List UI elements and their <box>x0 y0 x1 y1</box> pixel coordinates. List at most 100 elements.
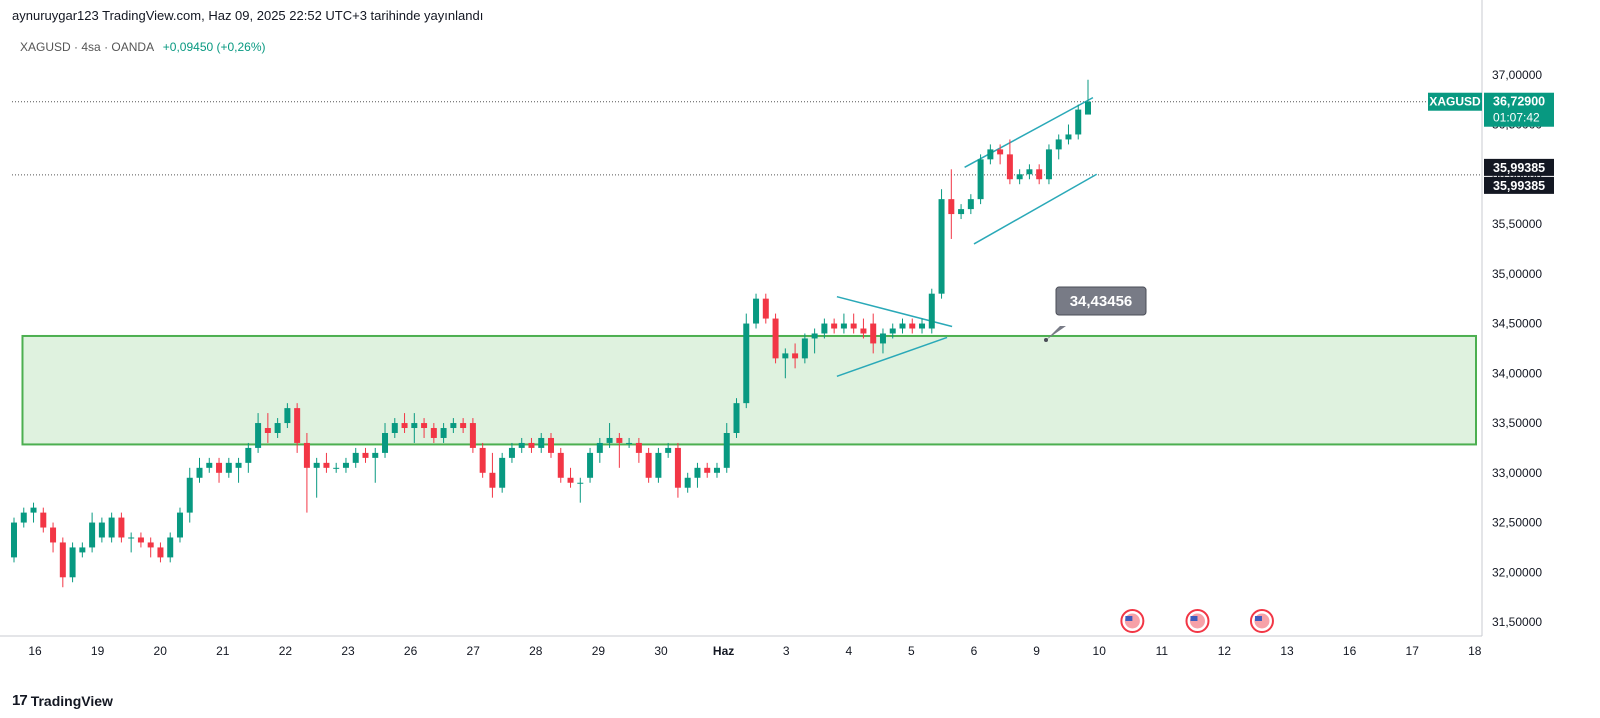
candle-body[interactable] <box>108 517 115 538</box>
candle-body[interactable] <box>713 467 720 473</box>
candle-body[interactable] <box>352 452 359 463</box>
candle-body[interactable] <box>372 452 379 458</box>
candle-body[interactable] <box>684 477 691 488</box>
candle-body[interactable] <box>440 428 447 438</box>
candle-body[interactable] <box>469 423 476 448</box>
candle-body[interactable] <box>860 328 867 334</box>
candle-body[interactable] <box>216 462 223 473</box>
candle-body[interactable] <box>186 477 193 513</box>
candle-body[interactable] <box>245 447 252 463</box>
us-flag-event-icon[interactable] <box>1120 609 1145 633</box>
current-price-badge[interactable]: XAGUSD 36,72900 01:07:42 <box>1428 92 1554 127</box>
candle-body[interactable] <box>772 318 779 359</box>
trend-line[interactable] <box>973 173 1098 245</box>
candle-body[interactable] <box>704 467 711 473</box>
candle-body[interactable] <box>1036 169 1043 180</box>
candle-body[interactable] <box>430 428 437 438</box>
candle-body[interactable] <box>323 462 330 468</box>
candle-body[interactable] <box>723 432 730 468</box>
candle-body[interactable] <box>674 447 681 488</box>
candle-body[interactable] <box>1055 139 1062 150</box>
candle-body[interactable] <box>850 323 857 329</box>
candle-body[interactable] <box>616 437 623 443</box>
candle-body[interactable] <box>196 467 203 478</box>
candle-body[interactable] <box>889 328 896 334</box>
candle-body[interactable] <box>499 457 506 488</box>
candle-body[interactable] <box>137 537 144 543</box>
candle-body[interactable] <box>382 432 389 453</box>
candle-body[interactable] <box>997 149 1004 155</box>
candle-body[interactable] <box>899 323 906 329</box>
candle-body[interactable] <box>587 452 594 478</box>
candle-body[interactable] <box>528 442 535 448</box>
candle-body[interactable] <box>567 477 574 483</box>
candle-body[interactable] <box>20 512 27 523</box>
candle-body[interactable] <box>606 437 613 443</box>
candle-body[interactable] <box>909 323 916 329</box>
candle-body[interactable] <box>342 462 349 468</box>
candle-body[interactable] <box>870 323 877 344</box>
candle-body[interactable] <box>655 452 662 478</box>
candle-body[interactable] <box>928 293 935 329</box>
candle-body[interactable] <box>479 447 486 473</box>
candle-body[interactable] <box>948 199 955 215</box>
candle-body[interactable] <box>50 527 57 543</box>
candle-body[interactable] <box>782 353 789 359</box>
candle-body[interactable] <box>284 408 291 424</box>
candle-body[interactable] <box>225 462 232 473</box>
symbol-name[interactable]: XAGUSD <box>20 40 71 54</box>
candle-body[interactable] <box>919 323 926 329</box>
candle-body[interactable] <box>987 149 994 160</box>
candle-body[interactable] <box>460 423 467 429</box>
candle-body[interactable] <box>967 199 974 210</box>
candle-body[interactable] <box>801 338 808 359</box>
us-flag-event-icon[interactable] <box>1249 609 1274 633</box>
candle-body[interactable] <box>421 423 428 429</box>
us-flag-event-icon[interactable] <box>1185 609 1210 633</box>
candle-body[interactable] <box>450 423 457 429</box>
candle-body[interactable] <box>313 462 320 468</box>
candle-body[interactable] <box>977 159 984 200</box>
candle-body[interactable] <box>401 423 408 429</box>
candle-body[interactable] <box>128 537 135 539</box>
interval[interactable]: 4sa <box>81 40 101 54</box>
candle-body[interactable] <box>98 522 105 538</box>
candle-body[interactable] <box>596 442 603 453</box>
candle-body[interactable] <box>235 462 242 468</box>
trend-line[interactable] <box>964 96 1094 168</box>
candle-body[interactable] <box>59 542 66 578</box>
candle-body[interactable] <box>1075 109 1082 135</box>
candle-body[interactable] <box>958 209 965 215</box>
candle-body[interactable] <box>147 542 154 548</box>
candle-body[interactable] <box>665 447 672 453</box>
candle-body[interactable] <box>557 452 564 478</box>
candle-body[interactable] <box>362 452 369 458</box>
candle-body[interactable] <box>79 547 86 553</box>
candle-body[interactable] <box>176 512 183 538</box>
candle-body[interactable] <box>938 199 945 294</box>
trend-line[interactable] <box>836 295 953 328</box>
candle-body[interactable] <box>645 452 652 478</box>
candle-body[interactable] <box>1026 169 1033 175</box>
candle-body[interactable] <box>831 323 838 329</box>
candle-body[interactable] <box>811 333 818 339</box>
candle-body[interactable] <box>762 298 769 319</box>
candle-body[interactable] <box>255 423 262 448</box>
candle-body[interactable] <box>508 447 515 458</box>
candle-body[interactable] <box>518 442 525 448</box>
candle-body[interactable] <box>89 522 96 548</box>
candle-body[interactable] <box>206 462 213 468</box>
candle-body[interactable] <box>577 482 584 484</box>
candle-body[interactable] <box>840 323 847 329</box>
candle-body[interactable] <box>40 512 47 528</box>
price-callout[interactable]: 34,43456 <box>1044 286 1147 343</box>
candle-body[interactable] <box>1085 101 1091 115</box>
ref-price-badge[interactable]: 35,99385 <box>1484 176 1554 194</box>
candle-body[interactable] <box>538 437 545 448</box>
candle-body[interactable] <box>743 323 750 404</box>
candle-body[interactable] <box>333 467 340 469</box>
candle-body[interactable] <box>30 507 37 513</box>
candle-body[interactable] <box>118 517 125 538</box>
candle-body[interactable] <box>792 353 799 359</box>
